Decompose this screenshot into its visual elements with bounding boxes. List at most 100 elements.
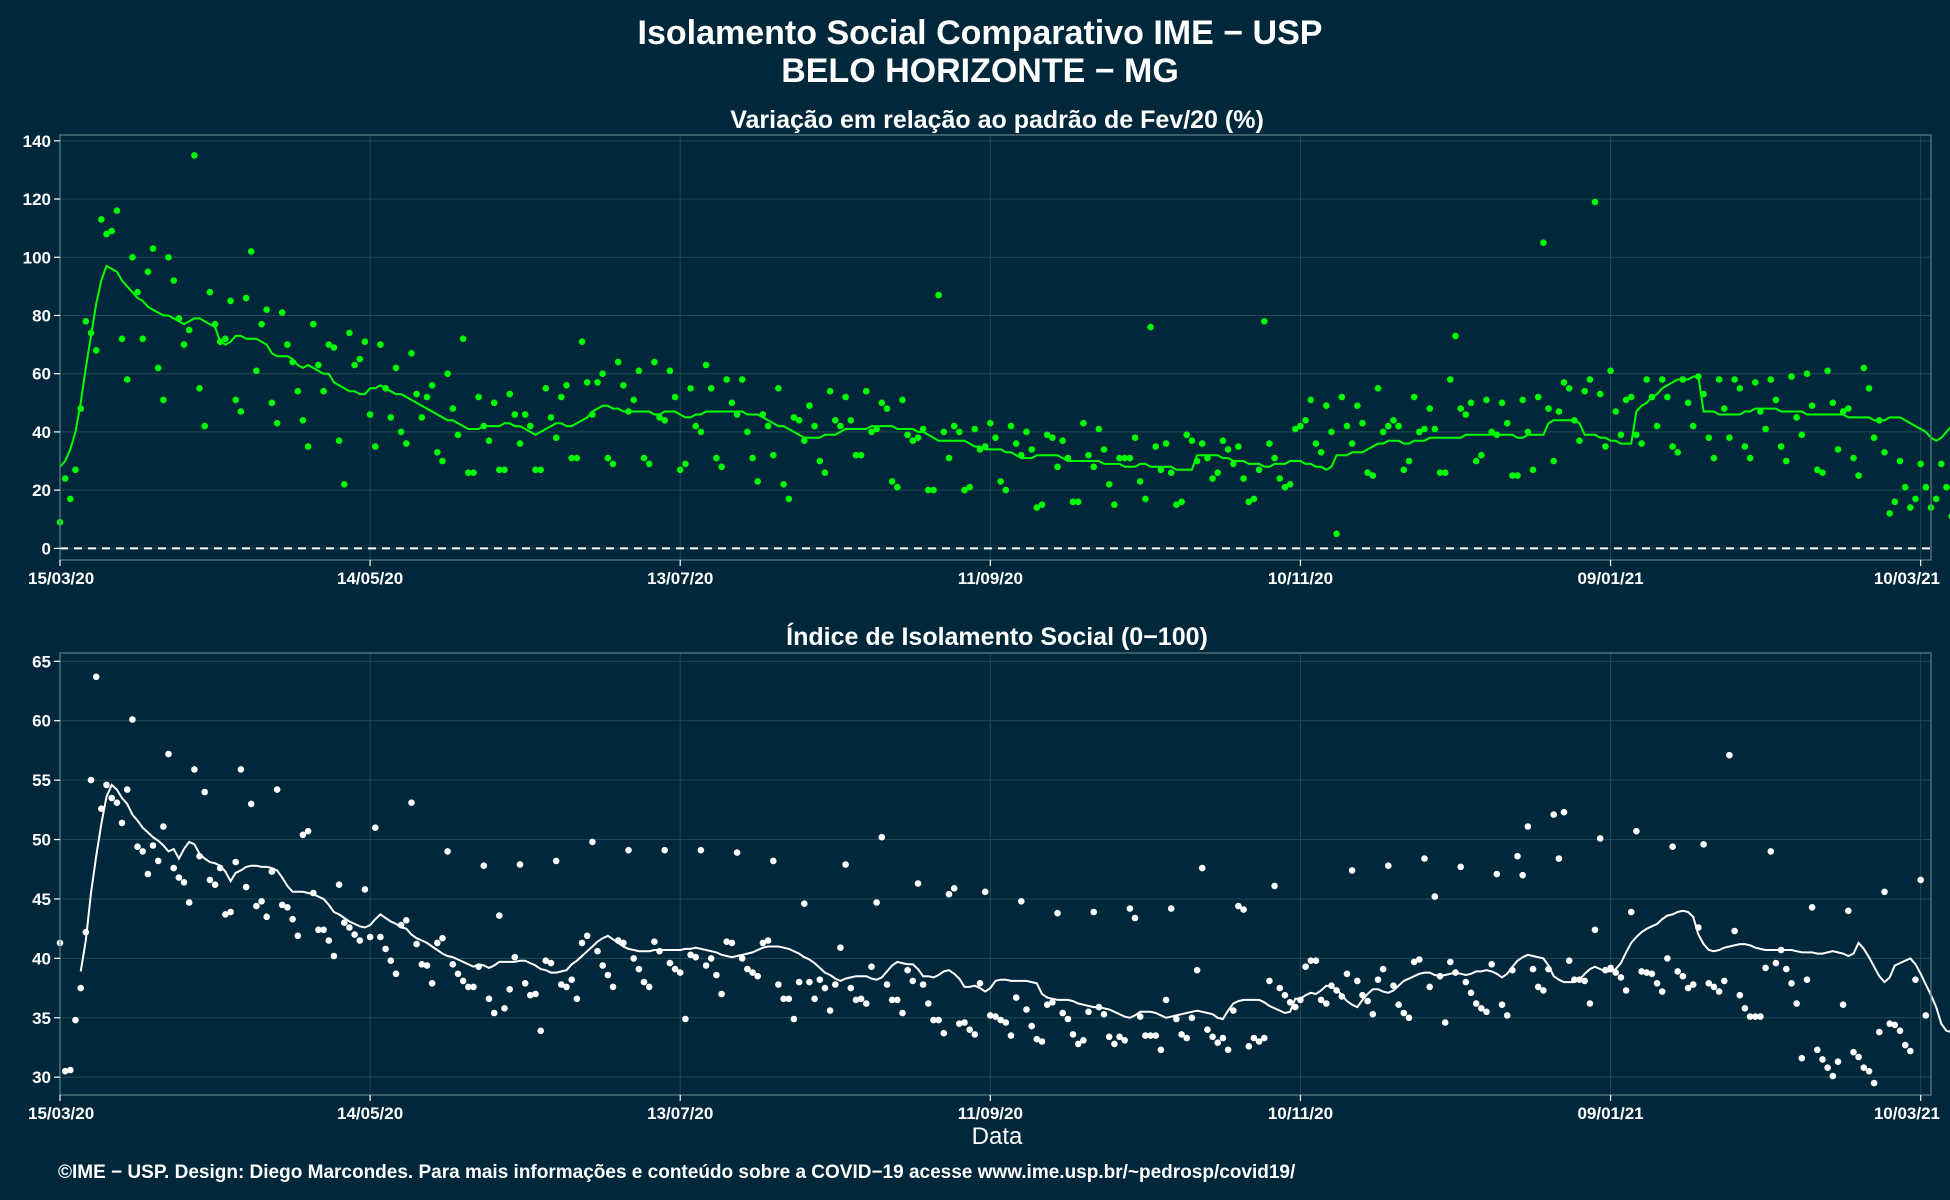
top-point: [1767, 376, 1775, 383]
top-point: [1018, 451, 1025, 459]
top-point: [1509, 472, 1516, 479]
bot-point: [1622, 987, 1630, 994]
top-point: [578, 338, 586, 346]
bot-point: [1870, 1079, 1878, 1087]
bottom-y-ticks: 30 35 40 45 50 55 60 65: [32, 652, 60, 1087]
bot-point: [180, 879, 188, 886]
bot-point: [1633, 827, 1640, 835]
top-point: [1700, 390, 1707, 398]
bot-point: [123, 786, 131, 793]
top-point: [160, 396, 167, 404]
bot-point: [191, 766, 198, 773]
top-point: [609, 460, 617, 468]
bot-point: [744, 965, 751, 973]
bot-point: [1348, 867, 1356, 874]
bot-point: [1540, 987, 1547, 994]
top-point: [103, 230, 110, 238]
bot-point: [263, 913, 271, 921]
top-point: [1726, 434, 1733, 442]
bot-point: [542, 957, 550, 964]
top-point: [640, 454, 648, 462]
bot-point: [1395, 1001, 1402, 1008]
top-point: [728, 399, 736, 407]
top-point: [1596, 390, 1604, 398]
top-point: [1917, 460, 1924, 468]
bot-point: [82, 928, 90, 936]
bot-point: [1209, 1033, 1216, 1041]
top-point: [547, 414, 555, 421]
bot-point: [1467, 989, 1475, 997]
top-point: [863, 387, 870, 395]
top-point: [1622, 396, 1630, 404]
bot-point: [1834, 1058, 1842, 1065]
bot-point: [770, 857, 777, 865]
bot-point: [1204, 1026, 1211, 1033]
top-point: [92, 347, 100, 354]
bot-point: [552, 857, 560, 865]
bot-point: [1390, 982, 1397, 989]
bot-point: [573, 995, 581, 1003]
bot-point: [1235, 902, 1242, 910]
top-point: [764, 422, 772, 430]
top-point: [1410, 393, 1418, 401]
top-point: [423, 393, 431, 401]
bot-point: [149, 842, 157, 849]
bot-point: [1881, 888, 1888, 896]
bot-point: [1772, 959, 1780, 967]
bot-xtick-label-4: 10/11/20: [1268, 1104, 1333, 1123]
bot-point: [640, 978, 648, 986]
bot-point: [702, 962, 710, 969]
top-point: [320, 387, 327, 395]
top-xtick-label-6: 10/03/21: [1874, 569, 1940, 588]
bot-point: [1860, 1064, 1868, 1071]
top-point: [1658, 376, 1666, 383]
bot-point: [1715, 988, 1723, 995]
bot-point: [1545, 965, 1552, 973]
top-y-ticks: 0 20 40 60 80 100 120 140: [23, 132, 60, 558]
bot-point: [842, 861, 849, 868]
bot-point: [558, 981, 565, 988]
bot-point: [1643, 969, 1650, 976]
bot-point: [1529, 965, 1537, 973]
bot-point: [723, 938, 730, 945]
bot-point: [1664, 955, 1671, 962]
top-point: [1741, 443, 1749, 450]
top-point: [614, 358, 622, 366]
top-point: [1891, 498, 1899, 506]
top-point: [718, 463, 725, 471]
top-point: [620, 382, 627, 389]
bot-point: [258, 898, 265, 905]
bot-point: [1157, 1046, 1165, 1054]
bot-point: [868, 963, 875, 970]
top-point: [1865, 385, 1873, 392]
bot-point: [1261, 1034, 1268, 1042]
bot-point: [1007, 1032, 1015, 1039]
top-point: [780, 481, 787, 488]
top-point: [1121, 454, 1128, 462]
bot-point: [1255, 1038, 1263, 1045]
bot-point: [1483, 1008, 1490, 1016]
bot-point: [1602, 966, 1609, 974]
bot-point: [108, 794, 115, 802]
bot-point: [1876, 1028, 1883, 1036]
top-point: [1198, 440, 1206, 447]
top-point: [1602, 443, 1609, 450]
top-point: [1405, 457, 1413, 465]
top-point: [1519, 396, 1526, 404]
bot-point: [1917, 876, 1924, 884]
top-point: [1059, 437, 1066, 445]
bottom-panel-frame: [59, 652, 1932, 1096]
bot-point: [1808, 904, 1816, 911]
bot-point: [1679, 972, 1687, 980]
bot-point: [1147, 1032, 1154, 1039]
top-point: [1943, 483, 1950, 491]
top-point: [1757, 408, 1764, 415]
top-point: [661, 417, 668, 424]
top-point: [775, 385, 782, 392]
bot-point: [656, 947, 663, 955]
bot-point: [754, 972, 761, 980]
top-point: [945, 454, 953, 462]
bot-point: [1462, 978, 1470, 986]
bot-point: [113, 799, 121, 806]
top-point: [361, 338, 369, 346]
